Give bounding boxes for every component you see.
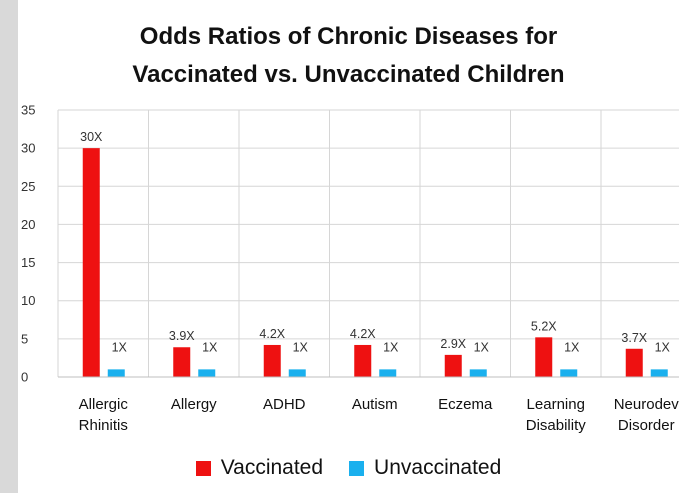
y-tick-label: 35 [21,103,35,118]
x-category-label-line: Neurodev [614,396,679,413]
legend-swatch-vaccinated [195,460,211,476]
data-label-unvaccinated: 1X [383,340,399,354]
chart-title-line-1: Odds Ratios of Chronic Diseases for [139,23,558,50]
data-label-vaccinated: 30X [80,130,103,144]
data-label-vaccinated: 3.7X [621,331,647,345]
data-label-vaccinated: 4.2X [259,327,285,341]
x-category-label: Eczema [438,396,493,413]
bar-unvaccinated [650,369,668,377]
x-category-label-line: Disorder [618,417,675,434]
data-label-unvaccinated: 1X [293,340,309,354]
x-category-label-line: Eczema [438,396,493,413]
bar-vaccinated [263,344,281,377]
chart-title: Odds Ratios of Chronic Diseases for Vacc… [18,18,679,94]
x-category-label: Allergic Rhinitis [79,396,129,434]
x-category-label-line: Allergy [171,396,217,413]
y-tick-label: 10 [21,293,35,308]
bar-vaccinated [444,354,462,377]
data-label-unvaccinated: 1X [112,340,128,354]
y-tick-label: 0 [21,370,28,385]
bar-unvaccinated [107,369,125,377]
x-category-label-line: Learning [527,396,585,413]
x-category-label: Learning Disability [526,396,587,434]
y-tick-label: 15 [21,255,35,270]
data-label-unvaccinated: 1X [564,340,580,354]
x-category-label-line: Rhinitis [79,417,128,434]
x-category-label: Neurodev Disorder [614,396,679,434]
bar-vaccinated [82,148,100,377]
data-label-vaccinated: 2.9X [440,337,466,351]
bar-unvaccinated [560,369,578,377]
x-category-label-line: ADHD [263,396,306,413]
y-tick-label: 5 [21,331,28,346]
data-label-vaccinated: 5.2X [531,319,557,333]
bar-vaccinated [625,348,643,377]
x-category-label-line: Disability [526,417,587,434]
x-category-label-line: Autism [352,396,398,413]
data-label-unvaccinated: 1X [202,340,218,354]
data-label-vaccinated: 3.9X [169,329,195,343]
plot-area [58,110,679,377]
x-category-label-line: Allergic [79,396,129,413]
y-tick-label: 20 [21,217,35,232]
chart-legend: Vaccinated Unvaccinated [18,452,679,484]
bar-unvaccinated [379,369,397,377]
bar-unvaccinated [469,369,487,377]
legend-swatch-unvaccinated [349,460,365,476]
chart-title-line-2: Vaccinated vs. Unvaccinated Children [132,61,565,88]
chart-plot: 0 5 10 15 20 25 30 35 30X 1X Allergic Rhinitis 3.9X 1… [21,103,679,434]
bar-unvaccinated [198,369,216,377]
legend-label-unvaccinated: Unvaccinated [374,456,502,479]
y-tick-label: 30 [21,141,35,156]
bar-vaccinated [354,344,372,377]
bar-vaccinated [173,347,191,377]
x-category-label: Allergy [171,396,217,413]
data-label-unvaccinated: 1X [655,340,671,354]
bar-vaccinated [535,337,553,377]
legend-item-unvaccinated: Unvaccinated [349,456,501,480]
data-label-unvaccinated: 1X [474,340,490,354]
x-category-label: ADHD [263,396,306,413]
slide: Odds Ratios of Chronic Diseases for Vacc… [18,0,679,493]
legend-item-vaccinated: Vaccinated [195,456,324,480]
x-category-label: Autism [352,396,398,413]
legend-label-vaccinated: Vaccinated [220,456,324,479]
data-label-vaccinated: 4.2X [350,327,376,341]
y-tick-label: 25 [21,179,35,194]
bar-unvaccinated [288,369,306,377]
